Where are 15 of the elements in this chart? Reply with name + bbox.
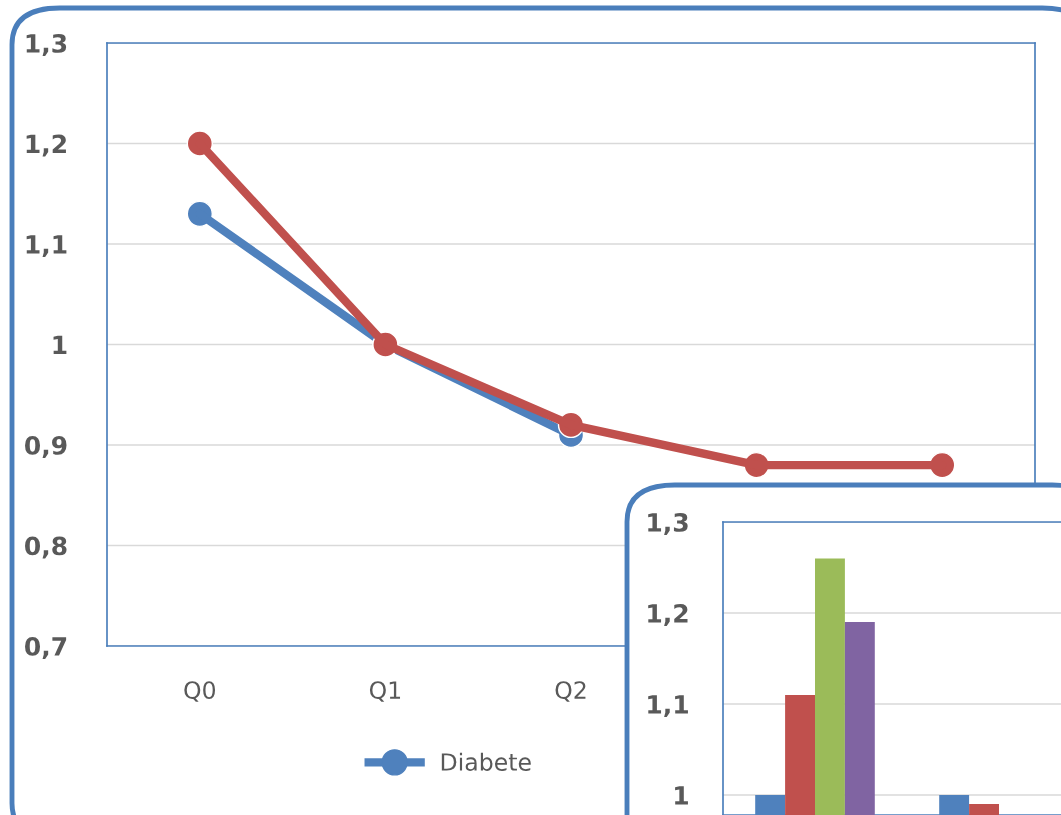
y-tick-label: 0,7 bbox=[25, 636, 67, 660]
y-tick-label: 1,2 bbox=[648, 603, 688, 627]
y-tick-label: 0,8 bbox=[25, 536, 67, 559]
legend-label: Diabete bbox=[441, 752, 531, 771]
x-tick-label: Q0 bbox=[184, 681, 216, 702]
y-tick-label: 1,1 bbox=[26, 235, 67, 258]
y-tick-label: 1 bbox=[53, 335, 67, 354]
y-tick-label: 0,9 bbox=[25, 435, 67, 459]
y-tick-label: 1,1 bbox=[648, 695, 688, 718]
y-tick-label: 1 bbox=[675, 786, 688, 805]
y-tick-label: 1,3 bbox=[26, 33, 67, 57]
y-tick-label: 1,2 bbox=[26, 134, 66, 157]
y-tick-label: 1,3 bbox=[648, 512, 688, 536]
x-tick-label: Q2 bbox=[555, 681, 586, 702]
x-tick-label: Q1 bbox=[369, 681, 401, 702]
